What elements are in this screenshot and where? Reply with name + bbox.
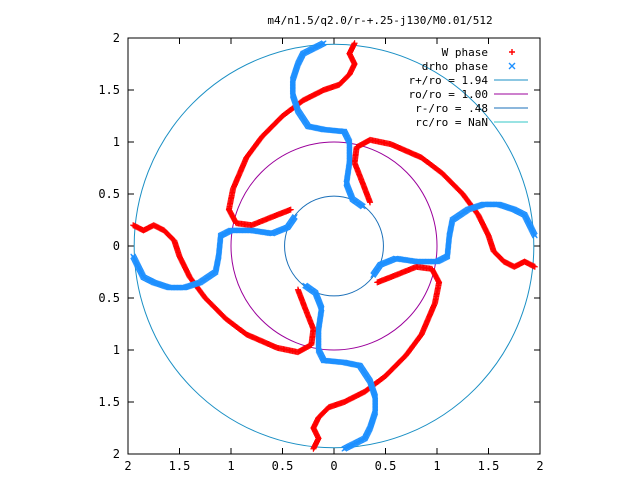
w-phase-point [294,286,301,293]
circle-r-ro [284,195,384,297]
legend-marker-plus [509,49,515,55]
y-tick-label: 1 [113,135,120,149]
w-phase-point [287,206,294,213]
legend-label: r+/ro = 1.94 [409,74,489,87]
legend-label: drho phase [422,60,488,73]
legend-marker-cross [508,62,516,70]
y-tick-label: 1.5 [98,83,120,97]
x-tick-labels: 2 1.5 1 0.5 0 0.5 1 1.5 2 [124,459,543,473]
tick-marks [127,37,541,455]
reference-circles [133,43,535,449]
legend-label: r-/ro = .48 [415,102,488,115]
circle-ro-ro [230,141,438,351]
w-phase-point [374,279,381,286]
x-tick-label: 1.5 [478,459,500,473]
drho-phase-point [291,213,298,220]
y-tick-label: 0 [113,239,120,253]
legend-label: rc/ro = NaN [415,116,488,129]
legend-label: ro/ro = 1.00 [409,88,488,101]
phase-points [130,40,538,452]
x-tick-label: 0.5 [272,459,294,473]
y-tick-labels: 2 1.5 1 0.5 0 0.5 1 1.5 2 [98,31,120,461]
y-tick-label: 1 [113,343,120,357]
y-tick-label: 0.5 [98,187,120,201]
drho-phase-point [370,272,377,279]
legend-label: W phase [442,46,488,59]
y-tick-label: 2 [113,31,120,45]
circle-r-ro [133,43,535,449]
drho-phase-point [302,282,309,289]
y-tick-label: 0.5 [98,291,120,305]
x-tick-label: 0.5 [375,459,397,473]
x-tick-label: 2 [124,459,131,473]
y-tick-label: 2 [113,447,120,461]
w-phase-point [367,199,374,206]
x-tick-label: 1 [227,459,234,473]
x-tick-label: 2 [536,459,543,473]
drho-phase-point [359,203,366,210]
x-tick-label: 0 [330,459,337,473]
chart-title: m4/n1.5/q2.0/r-+.25-j130/M0.01/512 [267,14,492,27]
y-tick-label: 1.5 [98,395,120,409]
x-tick-label: 1 [433,459,440,473]
x-tick-label: 1.5 [169,459,191,473]
